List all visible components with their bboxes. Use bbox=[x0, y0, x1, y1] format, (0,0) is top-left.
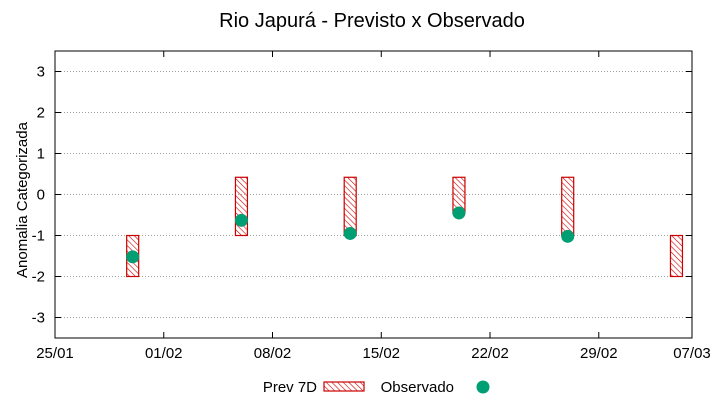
y-tick-label: -2 bbox=[32, 269, 45, 286]
y-axis-label: Anomalia Categorizada bbox=[14, 121, 31, 278]
x-tick-label: 25/01 bbox=[36, 345, 74, 362]
legend-label-prev: Prev 7D bbox=[263, 379, 317, 396]
observado-point bbox=[452, 206, 466, 220]
y-tick-label: 1 bbox=[37, 146, 45, 163]
prev-7d-bar bbox=[343, 176, 357, 237]
chart-title: Rio Japurá - Previsto x Observado bbox=[219, 10, 525, 32]
prev-7d-bar bbox=[669, 234, 684, 278]
x-tick-label: 29/02 bbox=[580, 345, 618, 362]
prev-7d-series bbox=[126, 176, 684, 278]
prev-7d-bar bbox=[561, 176, 575, 237]
grid bbox=[55, 71, 692, 318]
axis-ticks: -3 -2 -1 0 1 2 3 25/01 01/02 08/02 15/02 22/02 29/02… bbox=[32, 51, 711, 362]
legend: Prev 7D Observado bbox=[263, 379, 490, 396]
legend-marker-observado bbox=[476, 380, 490, 394]
x-tick-label: 22/02 bbox=[471, 345, 509, 362]
x-tick-label: 15/02 bbox=[362, 345, 400, 362]
observado-point bbox=[561, 229, 575, 243]
legend-label-observado: Observado bbox=[381, 379, 454, 396]
y-tick-label: -3 bbox=[32, 310, 45, 327]
y-tick-label: 0 bbox=[37, 187, 45, 204]
observado-series bbox=[126, 206, 575, 264]
observado-point bbox=[343, 226, 357, 240]
legend-swatch-prev bbox=[323, 381, 365, 392]
y-tick-label: -1 bbox=[32, 228, 45, 245]
x-tick-label: 08/02 bbox=[254, 345, 292, 362]
x-tick-label: 01/02 bbox=[145, 345, 183, 362]
observado-point bbox=[126, 250, 140, 264]
observado-point bbox=[234, 213, 248, 227]
y-tick-label: 3 bbox=[37, 64, 45, 81]
y-tick-label: 2 bbox=[37, 105, 45, 122]
x-tick-label: 07/03 bbox=[673, 345, 711, 362]
